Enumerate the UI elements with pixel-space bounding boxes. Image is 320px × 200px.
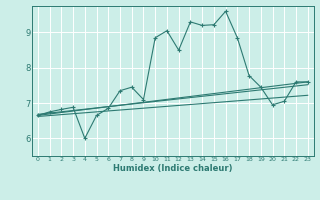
X-axis label: Humidex (Indice chaleur): Humidex (Indice chaleur) — [113, 164, 233, 173]
